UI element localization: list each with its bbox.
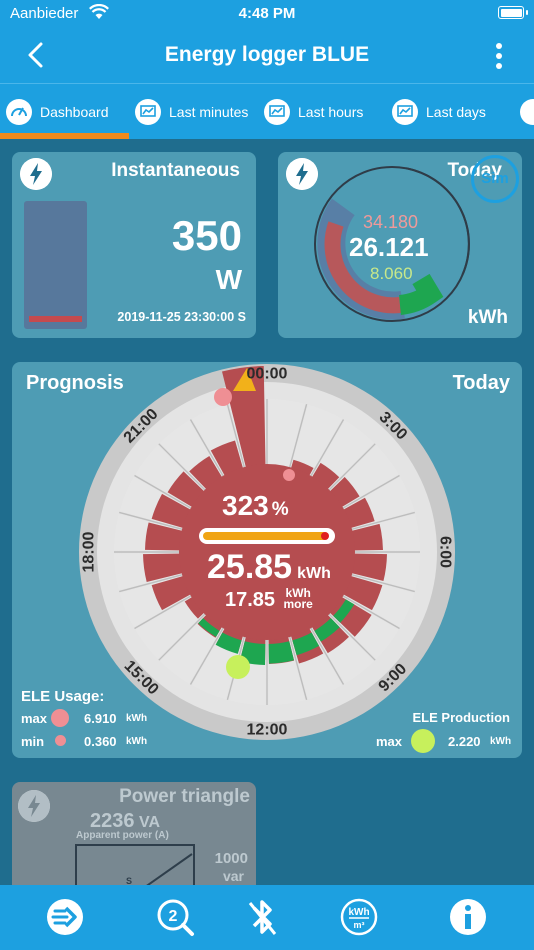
bottom-toolbar: 2 kWh m³ bbox=[0, 885, 534, 950]
prognosis-title: Prognosis bbox=[26, 372, 124, 394]
prognosis-period: Today bbox=[452, 372, 510, 394]
chart-icon bbox=[520, 99, 534, 125]
usage-bar bbox=[348, 553, 387, 582]
center-disc bbox=[179, 464, 355, 640]
more-readout: 17.85 kWh more bbox=[225, 586, 313, 611]
tab-dashboard[interactable]: Dashboard bbox=[6, 98, 109, 126]
bluetooth-off-icon[interactable] bbox=[242, 897, 282, 937]
reactive-value: 1000 bbox=[214, 850, 248, 867]
usage-bar bbox=[151, 493, 194, 529]
triangle-diagram bbox=[75, 844, 195, 902]
svg-text:2: 2 bbox=[169, 908, 178, 925]
wifi-icon bbox=[89, 4, 109, 19]
info-icon[interactable] bbox=[448, 897, 488, 937]
power-level-bar bbox=[24, 201, 87, 329]
hour-label: 18:00 bbox=[81, 531, 98, 572]
hour-label: 12:00 bbox=[247, 722, 288, 739]
usage-bar bbox=[145, 522, 186, 551]
production-bar bbox=[268, 641, 294, 664]
timestamp: 2019-11-25 23:30:00 S bbox=[117, 310, 246, 324]
production-legend-title: ELE Production bbox=[412, 710, 511, 725]
progress-fill bbox=[203, 532, 327, 540]
instantaneous-card[interactable]: Instantaneous 350 W 2019-11-25 23:30:00 … bbox=[12, 152, 256, 338]
usage-max-row: max 6.910 kWh bbox=[21, 709, 148, 727]
usage-bar bbox=[184, 595, 207, 619]
power-triangle-card[interactable]: Power triangle 2236 VA Apparent power (A… bbox=[12, 782, 256, 902]
usage-max-marker bbox=[51, 709, 69, 727]
production-max-row: max 2.220 kWh bbox=[376, 729, 516, 753]
triangle-corner-label: S bbox=[126, 876, 133, 886]
sim-badge: Sim bbox=[471, 155, 519, 203]
production-bar bbox=[198, 618, 220, 637]
hour-label: 00:00 bbox=[247, 366, 288, 383]
usage-value: 34.180 bbox=[363, 212, 419, 232]
usage-min-marker bbox=[283, 469, 295, 481]
lightning-icon bbox=[20, 158, 52, 190]
usage-bar bbox=[340, 575, 383, 611]
net-value: 26.121 bbox=[349, 232, 429, 262]
production-bar bbox=[314, 618, 340, 642]
prognosis-card[interactable]: Prognosis Today 00:00 3:00 6:00 9:00 12:00 15… bbox=[12, 362, 522, 758]
production-bar bbox=[215, 632, 242, 654]
page-title: Energy logger BLUE bbox=[164, 43, 370, 66]
usage-bar bbox=[290, 459, 314, 479]
current-time-marker bbox=[233, 368, 256, 391]
usage-min-row: min 0.360 kWh bbox=[21, 734, 148, 749]
energy-units-icon[interactable]: kWh m³ bbox=[339, 897, 379, 937]
usage-bar bbox=[348, 523, 383, 551]
tab-last-hours[interactable]: Last hours bbox=[264, 98, 363, 126]
chart-icon bbox=[264, 99, 290, 125]
battery-icon bbox=[498, 6, 524, 19]
svg-text:m³: m³ bbox=[354, 920, 365, 930]
usage-bar bbox=[210, 440, 244, 479]
usage-legend-title: ELE Usage: bbox=[21, 688, 105, 705]
nav-bar: Energy logger BLUE bbox=[0, 28, 534, 84]
gauge-icon bbox=[6, 99, 32, 125]
apparent-power-label: Apparent power (A) bbox=[76, 830, 169, 841]
chart-icon bbox=[392, 99, 418, 125]
production-value: 8.060 bbox=[370, 264, 413, 283]
percent-readout: 323% bbox=[222, 490, 289, 521]
carrier-label: Aanbieder bbox=[10, 5, 79, 22]
usage-bar bbox=[222, 366, 266, 471]
apparent-power: 2236 VA bbox=[90, 810, 160, 832]
today-card[interactable]: Today Sim 34.180 26.121 8.060 kWh bbox=[278, 152, 522, 338]
zoom-two-icon[interactable]: 2 bbox=[155, 897, 195, 937]
tab-last-minutes[interactable]: Last minutes bbox=[135, 98, 248, 126]
back-arrow-icon[interactable] bbox=[22, 40, 52, 70]
total-readout: 25.85 kWh bbox=[207, 548, 331, 586]
production-max-marker bbox=[411, 729, 435, 753]
tab-bar: Dashboard Last minutes Last hours Last d… bbox=[0, 84, 534, 139]
today-ring-chart bbox=[314, 166, 470, 322]
usage-bar bbox=[327, 595, 372, 637]
svg-text:kWh: kWh bbox=[348, 907, 369, 918]
usage-min-marker bbox=[55, 735, 66, 746]
power-value: 350 bbox=[171, 212, 242, 259]
active-tab-indicator bbox=[0, 133, 129, 139]
clock: 4:48 PM bbox=[238, 5, 296, 22]
status-bar: Aanbieder 4:48 PM bbox=[0, 0, 534, 28]
progress-end bbox=[321, 532, 329, 540]
tab-last-days[interactable]: Last days bbox=[392, 98, 486, 126]
hour-label: 6:00 bbox=[437, 536, 454, 568]
lightning-icon bbox=[18, 790, 50, 822]
tab-more[interactable] bbox=[520, 98, 534, 126]
usage-max-marker bbox=[214, 388, 232, 406]
card-title: Power triangle bbox=[119, 786, 250, 807]
reactive-unit: var bbox=[222, 868, 244, 884]
usage-bar bbox=[143, 553, 186, 582]
usage-bar bbox=[151, 575, 194, 611]
production-bar bbox=[292, 632, 320, 656]
production-bar bbox=[333, 599, 355, 623]
lightning-icon bbox=[286, 158, 318, 190]
more-vertical-icon[interactable] bbox=[494, 42, 504, 70]
today-unit: kWh bbox=[467, 307, 508, 328]
chart-icon bbox=[135, 99, 161, 125]
export-arrow-icon[interactable] bbox=[45, 897, 85, 937]
production-max-marker bbox=[226, 655, 250, 679]
card-title: Instantaneous bbox=[111, 160, 240, 181]
power-unit: W bbox=[215, 264, 242, 295]
